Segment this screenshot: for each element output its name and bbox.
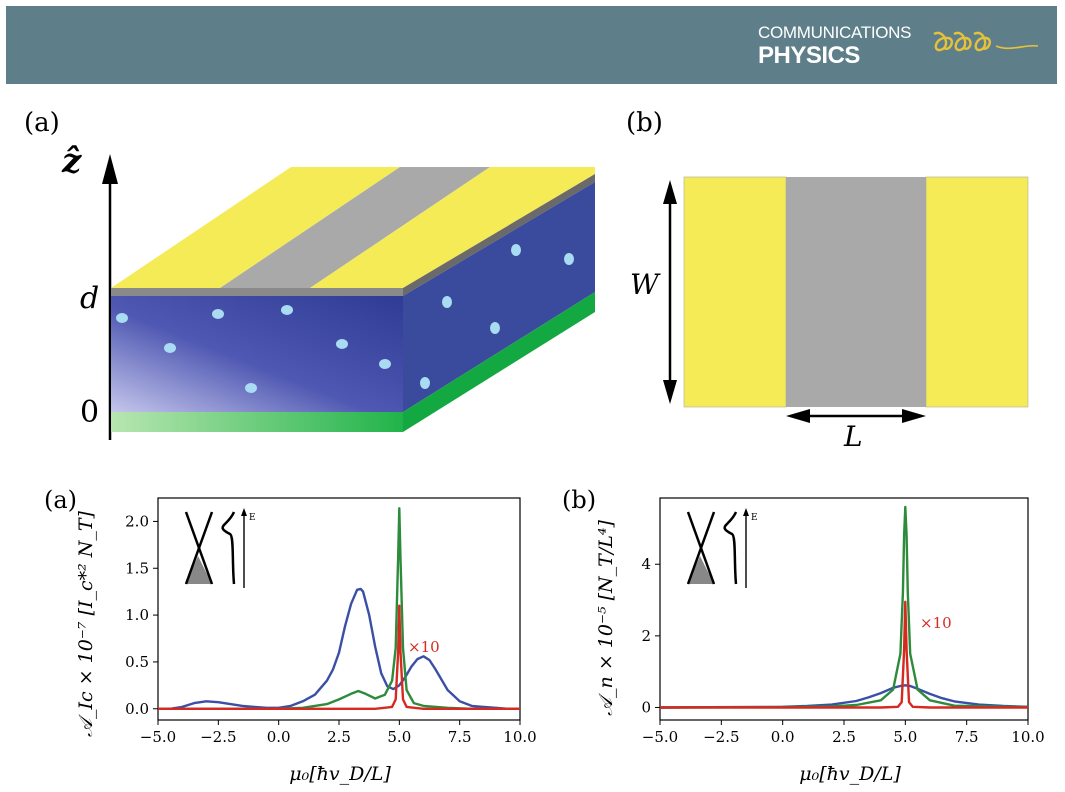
plot-frame <box>659 497 1029 721</box>
journal-brand: COMMUNICATIONS PHYSICS <box>758 23 912 69</box>
x-tick-label: 7.5 <box>448 728 472 746</box>
substrate-side <box>403 292 595 432</box>
lead-edge-side <box>403 174 595 296</box>
chart-b: 𝒜_n × 10⁻⁵ [N_T/L⁴] μ₀[ħv_D/L] ×10 −5.0 −… <box>595 497 1045 785</box>
series-line-1 <box>659 505 1029 709</box>
series-line-0 <box>659 684 1029 709</box>
journal-name-line1: COMMUNICATIONS <box>758 23 912 42</box>
x-tick-label: 5.0 <box>387 728 411 746</box>
energy-axis-label: E <box>751 513 758 523</box>
bulk-side-face <box>403 182 595 412</box>
right-lead <box>925 176 1029 408</box>
schematic-b-label: (b) <box>626 108 663 138</box>
chart-a-ylabel: 𝒜_Ic × 10⁻⁷ [I_c*² N_T] <box>75 510 97 736</box>
dirac-cone-inset <box>184 511 236 585</box>
chart-b-xlabel: μ₀[ħv_D/L] <box>799 763 901 785</box>
gap-top <box>220 167 490 288</box>
x-tick-label: −2.5 <box>703 728 739 746</box>
y-tick-label: 1.5 <box>125 559 149 577</box>
x-tick-label: 2.5 <box>327 728 351 746</box>
x-tick-label: 10.0 <box>1011 728 1044 746</box>
left-lead-top <box>111 167 400 288</box>
right-lead-top <box>310 167 595 288</box>
zero-label: 0 <box>80 395 99 430</box>
energy-axis-arrowhead <box>241 508 247 516</box>
chart-a-label: (a) <box>44 486 78 514</box>
journal-name-line2: PHYSICS <box>758 42 860 69</box>
journal-logo-icon <box>933 31 1039 52</box>
series-line-0 <box>158 587 520 711</box>
series-line-1 <box>158 507 520 711</box>
series-line-2 <box>660 600 1028 709</box>
chart-a-xlabel: μ₀[ħv_D/L] <box>289 763 391 785</box>
w-arrow-head-top <box>663 180 677 204</box>
z-axis-label: ẑ <box>61 141 82 181</box>
y-tick-label: 0.5 <box>125 653 149 671</box>
plot-frame <box>157 497 521 721</box>
x-tick-label: 0.0 <box>771 728 795 746</box>
chart-a: 𝒜_Ic × 10⁻⁷ [I_c*² N_T] μ₀[ħv_D/L] ×10 −… <box>75 497 537 785</box>
schematic-a-label: (a) <box>24 108 60 138</box>
z-axis-arrowhead <box>102 154 118 184</box>
l-label: L <box>843 420 863 453</box>
x-tick-label: −2.5 <box>200 728 236 746</box>
x-tick-label: −5.0 <box>642 728 678 746</box>
y-tick-label: 0.0 <box>125 700 149 718</box>
x-tick-label: 10.0 <box>503 728 536 746</box>
x-tick-label: 0.0 <box>267 728 291 746</box>
y-tick-label: 4 <box>641 555 651 573</box>
bulk-front-face <box>111 296 403 412</box>
x-tick-label: 5.0 <box>893 728 917 746</box>
y-tick-label: 2.0 <box>125 512 149 530</box>
d-label: d <box>80 281 99 316</box>
device-top-view: W L <box>630 176 1029 453</box>
energy-axis-arrowhead <box>743 508 749 516</box>
x-tick-label: 7.5 <box>955 728 979 746</box>
lead-edge-front <box>111 288 403 296</box>
chart-b-annotation: ×10 <box>920 614 952 632</box>
device-3d-schematic: ẑ d 0 <box>61 141 595 440</box>
dirac-cone-inset <box>686 511 738 585</box>
l-arrow-head-left <box>786 409 810 423</box>
w-arrow-head-bottom <box>663 380 677 404</box>
series-line-2 <box>158 604 520 711</box>
chart-b-label: (b) <box>562 486 597 514</box>
left-lead <box>683 176 787 408</box>
energy-axis-label: E <box>249 513 256 523</box>
y-tick-label: 1.0 <box>125 606 149 624</box>
x-tick-label: −5.0 <box>140 728 176 746</box>
y-tick-label: 2 <box>641 627 651 645</box>
impurity-dots <box>116 244 574 393</box>
substrate-front <box>111 412 403 432</box>
x-tick-label: 2.5 <box>832 728 856 746</box>
w-label: W <box>630 268 661 301</box>
gap-region <box>786 177 926 407</box>
chart-a-annotation: ×10 <box>408 638 440 656</box>
y-tick-label: 0 <box>641 698 651 716</box>
l-arrow-head-right <box>902 409 926 423</box>
journal-banner: COMMUNICATIONS PHYSICS <box>6 6 1057 84</box>
chart-b-ylabel: 𝒜_n × 10⁻⁵ [N_T/L⁴] <box>595 520 617 716</box>
